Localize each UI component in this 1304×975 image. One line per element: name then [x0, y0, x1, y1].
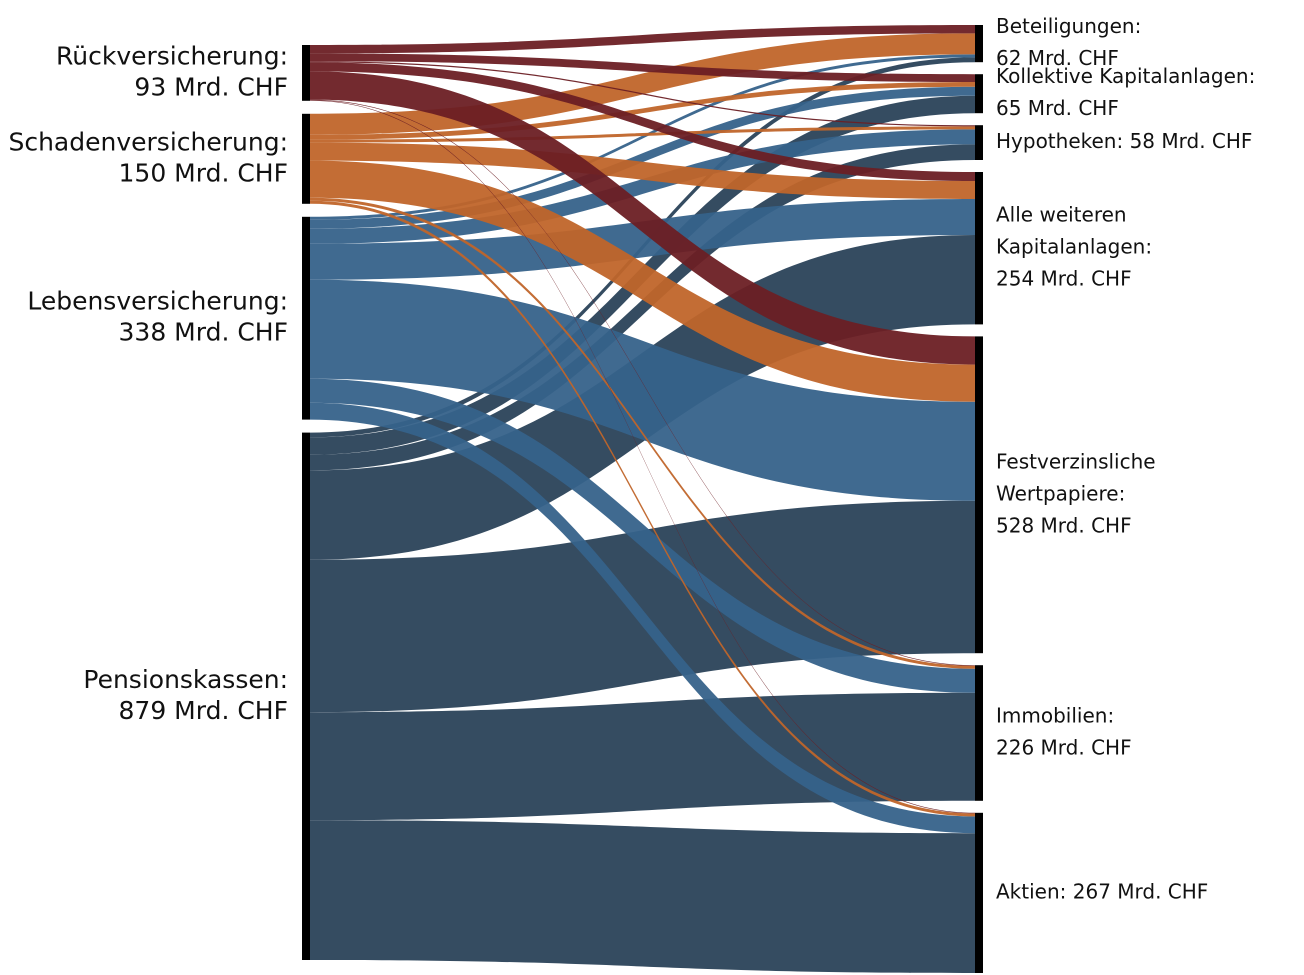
node	[302, 45, 310, 101]
link	[310, 692, 975, 821]
node	[975, 125, 983, 160]
link	[310, 160, 975, 402]
source-label: Rückversicherung:	[56, 41, 288, 70]
source-label: 93 Mrd. CHF	[134, 72, 288, 101]
link	[310, 126, 975, 143]
link	[310, 129, 975, 244]
target-label: 254 Mrd. CHF	[996, 267, 1132, 291]
link	[310, 86, 975, 229]
node	[975, 172, 983, 325]
target-label: 62 Mrd. CHF	[996, 46, 1119, 70]
target-label: Festverzinsliche	[996, 449, 1156, 473]
target-label: 528 Mrd. CHF	[996, 513, 1132, 537]
link	[310, 200, 975, 817]
link	[310, 820, 975, 973]
link	[310, 100, 975, 814]
labels: Rückversicherung:93 Mrd. CHF Schadenversi…	[8, 14, 1255, 903]
link	[310, 142, 975, 199]
node	[975, 665, 983, 801]
target-label: 65 Mrd. CHF	[996, 96, 1119, 120]
target-label: Kapitalanlagen:	[996, 235, 1152, 259]
source-label: Pensionskassen:	[83, 665, 288, 694]
node	[975, 812, 983, 973]
target-label: Kollektive Kapitalanlagen:	[996, 64, 1255, 88]
link	[310, 199, 975, 280]
link	[310, 25, 975, 54]
target-label: Aktien: 267 Mrd. CHF	[996, 879, 1208, 903]
node	[975, 25, 983, 63]
target-label: 226 Mrd. CHF	[996, 736, 1132, 760]
target-label: Immobilien:	[996, 704, 1114, 728]
link	[310, 378, 975, 693]
node	[302, 432, 310, 961]
link	[310, 197, 975, 669]
target-label: Hypotheken: 58 Mrd. CHF	[996, 129, 1252, 153]
source-label: Lebensversicherung:	[27, 287, 288, 316]
target-label: Wertpapiere:	[996, 481, 1125, 505]
link	[310, 61, 975, 127]
node	[302, 113, 310, 204]
source-label: Schadenversicherung:	[8, 127, 288, 156]
link	[310, 144, 975, 471]
link	[310, 82, 975, 140]
target-label: Beteiligungen:	[996, 14, 1141, 38]
links	[310, 25, 975, 973]
node	[302, 216, 310, 420]
nodes	[302, 25, 983, 973]
node	[975, 74, 983, 114]
source-label: 150 Mrd. CHF	[119, 158, 288, 187]
source-label: 879 Mrd. CHF	[119, 696, 288, 725]
link	[310, 54, 975, 220]
link	[310, 53, 975, 82]
node	[975, 336, 983, 654]
source-label: 338 Mrd. CHF	[119, 318, 288, 347]
link	[310, 62, 975, 181]
link	[310, 71, 975, 365]
link	[310, 279, 975, 501]
link	[310, 402, 975, 834]
target-label: Alle weiteren	[996, 203, 1127, 227]
link	[310, 99, 975, 666]
